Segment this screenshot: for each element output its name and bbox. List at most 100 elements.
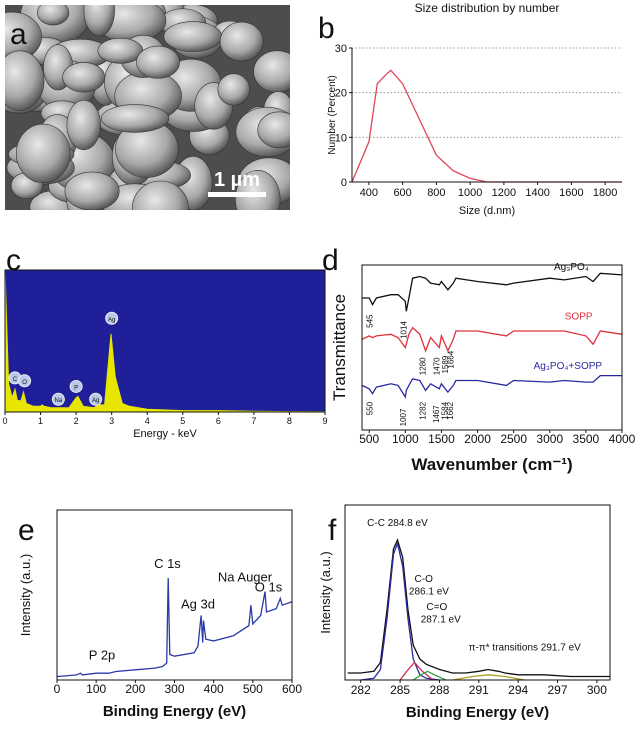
annotation: P 2p (89, 648, 116, 663)
y-tick-label: 20 (335, 88, 347, 100)
panel-label: e (18, 514, 35, 547)
x-tick-label: 400 (204, 682, 224, 696)
x-tick-label: 500 (359, 432, 379, 446)
line (362, 272, 623, 312)
grain (132, 180, 189, 210)
annotation: 1007 (399, 408, 408, 426)
x-tick-label: 1000 (392, 432, 419, 446)
y-tick-label: 10 (335, 132, 347, 144)
annotation: Na (54, 398, 62, 404)
panel-label: a (10, 18, 27, 51)
y-tick-label: 30 (335, 43, 347, 55)
annotation: 1280 (419, 357, 428, 375)
x-tick-label: 1000 (458, 187, 482, 199)
x-tick-label: 9 (322, 416, 327, 426)
annotation: 1467 (432, 405, 441, 423)
x-tick-label: 1600 (559, 187, 583, 199)
x-tick-label: 2500 (500, 432, 527, 446)
x-tick-label: 1400 (525, 187, 549, 199)
x-tick-label: 6 (216, 416, 221, 426)
annotation: C 1s (154, 556, 181, 571)
y-tick-label: 0 (341, 177, 347, 189)
grain (97, 37, 144, 64)
plot-frame (4, 269, 326, 413)
grain (5, 50, 45, 111)
y-axis-title: Number (Percent) (327, 75, 338, 154)
x-tick-label: 1500 (428, 432, 455, 446)
x-tick-label: 8 (287, 416, 292, 426)
grain (83, 5, 115, 37)
x-axis-title: Size (d.nm) (459, 205, 515, 217)
x-axis-title: Energy - keV (133, 428, 197, 440)
x-tick-label: 800 (427, 187, 445, 199)
annotation: 286.1 eV (409, 586, 449, 597)
x-tick-label: 3 (109, 416, 114, 426)
x-tick-label: 1 (38, 416, 43, 426)
line (412, 670, 447, 681)
plot-frame (56, 509, 293, 681)
y-axis-title: Intensity (a.u.) (318, 551, 333, 633)
annotation: C=O (426, 602, 447, 613)
x-tick-label: 7 (251, 416, 256, 426)
plot-frame (361, 264, 623, 431)
grain (62, 62, 106, 93)
panel: 500 1000 1500 2000 2500 3000 3500 4000 Ag₃PO₄ SOP… (322, 244, 636, 474)
annotation: C-O (415, 574, 434, 585)
annotation: C-C 284.8 eV (367, 518, 428, 529)
x-tick-label: 291 (469, 683, 489, 697)
annotation: Ag (108, 317, 115, 323)
x-tick-label: 3000 (536, 432, 563, 446)
line (4, 269, 326, 413)
x-tick-label: 500 (243, 682, 263, 696)
panel: 282 285 288 291 294 297 300 C-C 284.8 eV C-O286.… (318, 504, 611, 721)
annotation: 1589 (441, 355, 450, 373)
chart-title: Size distribution by number (415, 1, 560, 15)
grain (100, 104, 170, 133)
x-tick-label: 4 (145, 416, 150, 426)
peak-marker (69, 379, 83, 393)
annotation: 550 (365, 401, 374, 415)
annotation: Ag (92, 398, 99, 404)
annotation: Ag 3d (181, 597, 215, 612)
annotation: 1664 (446, 350, 455, 368)
x-tick-label: 297 (548, 683, 568, 697)
x-axis-title: Wavenumber (cm⁻¹) (411, 455, 572, 474)
line (56, 577, 293, 678)
panel: 0 10 20 30 400 600 800 1000 1200 1400 1600 1800 Size… (318, 1, 622, 217)
panel-label: c (6, 244, 21, 277)
annotation: 1662 (446, 401, 455, 419)
series-label: Ag₃PO₄ (554, 262, 589, 273)
x-tick-label: 2000 (464, 432, 491, 446)
line (452, 674, 525, 681)
series-label: SOPP (565, 311, 593, 322)
x-axis-title: Binding Energy (eV) (103, 703, 246, 720)
annotation: π-π* transitions 291.7 eV (469, 642, 582, 653)
annotation: 1014 (399, 321, 408, 339)
panel: 1 µm a (5, 5, 290, 210)
plot-frame (344, 504, 611, 681)
x-tick-label: 5 (180, 416, 185, 426)
x-tick-label: 2 (74, 416, 79, 426)
annotation: 1470 (432, 357, 441, 375)
panel-label: d (322, 244, 339, 277)
x-tick-label: 282 (351, 683, 371, 697)
grain (257, 111, 290, 149)
line (399, 661, 434, 681)
panel-label: b (318, 12, 335, 45)
grains (5, 5, 290, 210)
x-tick-label: 4000 (609, 432, 636, 446)
x-tick-label: 200 (125, 682, 145, 696)
grain (66, 99, 101, 151)
x-tick-label: 1200 (492, 187, 516, 199)
grain (36, 5, 70, 26)
x-tick-label: 1800 (593, 187, 617, 199)
x-tick-label: 288 (429, 683, 449, 697)
grain (253, 50, 290, 93)
scale-bar-label: 1 µm (214, 169, 260, 191)
x-tick-label: 600 (393, 187, 411, 199)
grain (136, 45, 180, 79)
series-label: Ag₃PO₄+SOPP (534, 361, 603, 372)
x-tick-label: 3500 (573, 432, 600, 446)
